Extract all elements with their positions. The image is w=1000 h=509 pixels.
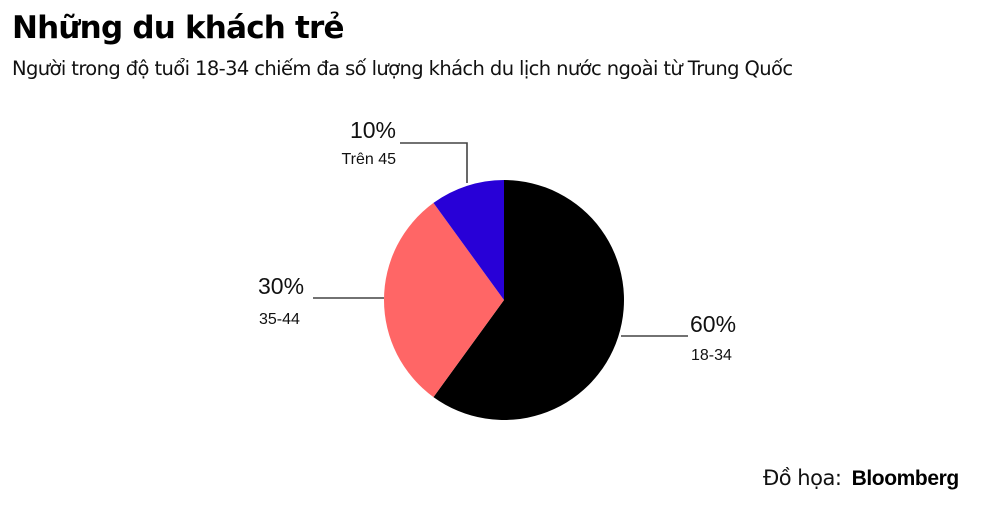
leader-line-over-45 [400, 142, 468, 183]
chart-subtitle: Người trong độ tuổi 18-34 chiếm đa số lư… [12, 57, 793, 80]
label-cat-over-45: Trên 45 [341, 151, 396, 168]
label-pct-18-34: 60% [690, 311, 736, 337]
label-pct-over-45: 10% [350, 117, 396, 143]
slice-35-44 [384, 202, 504, 398]
credit-label: Đồ họa: [763, 466, 842, 490]
slice-over-45 [433, 180, 504, 300]
chart-title: Những du khách trẻ [12, 10, 345, 46]
credit: Đồ họa: Bloomberg [763, 466, 959, 491]
label-cat-18-34: 18-34 [691, 347, 732, 364]
slice-18-34 [433, 180, 624, 420]
label-pct-35-44: 30% [258, 273, 304, 299]
pie [384, 180, 624, 420]
bloomberg-logo: Bloomberg [851, 467, 960, 490]
label-cat-35-44: 35-44 [259, 311, 300, 328]
